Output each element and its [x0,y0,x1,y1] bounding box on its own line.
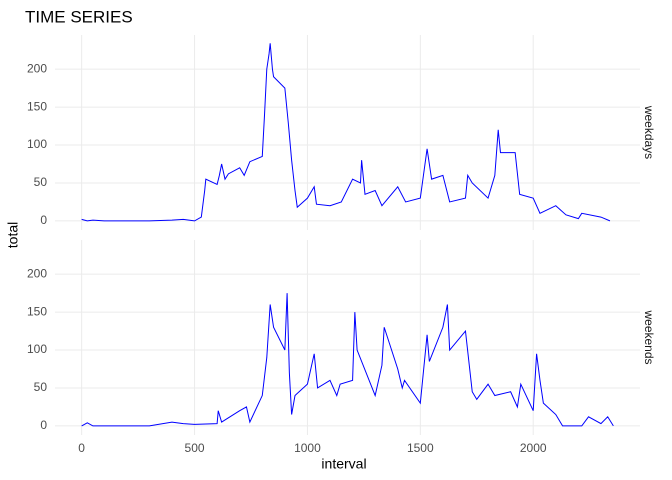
y-tick-label: 200 [27,61,47,75]
chart-title: TIME SERIES [25,7,133,26]
y-tick-label: 100 [27,342,47,356]
y-tick-label: 100 [27,137,47,151]
y-tick-label: 150 [27,304,47,318]
x-tick-label: 1500 [407,441,434,455]
x-tick-label: 1000 [294,441,321,455]
y-tick-label: 0 [40,418,47,432]
x-axis-label: interval [321,456,366,472]
y-tick-label: 200 [27,266,47,280]
y-tick-label: 50 [34,380,48,394]
x-tick-label: 0 [78,441,85,455]
strip-label: weekends [642,309,656,364]
y-axis-label: total [5,222,21,248]
y-tick-label: 150 [27,99,47,113]
x-tick-label: 2000 [520,441,547,455]
strip-label: weekdays [642,105,656,159]
series-line [81,293,614,427]
y-tick-label: 0 [40,213,47,227]
series-line [81,43,611,222]
x-tick-label: 500 [185,441,205,455]
y-tick-label: 50 [34,175,48,189]
